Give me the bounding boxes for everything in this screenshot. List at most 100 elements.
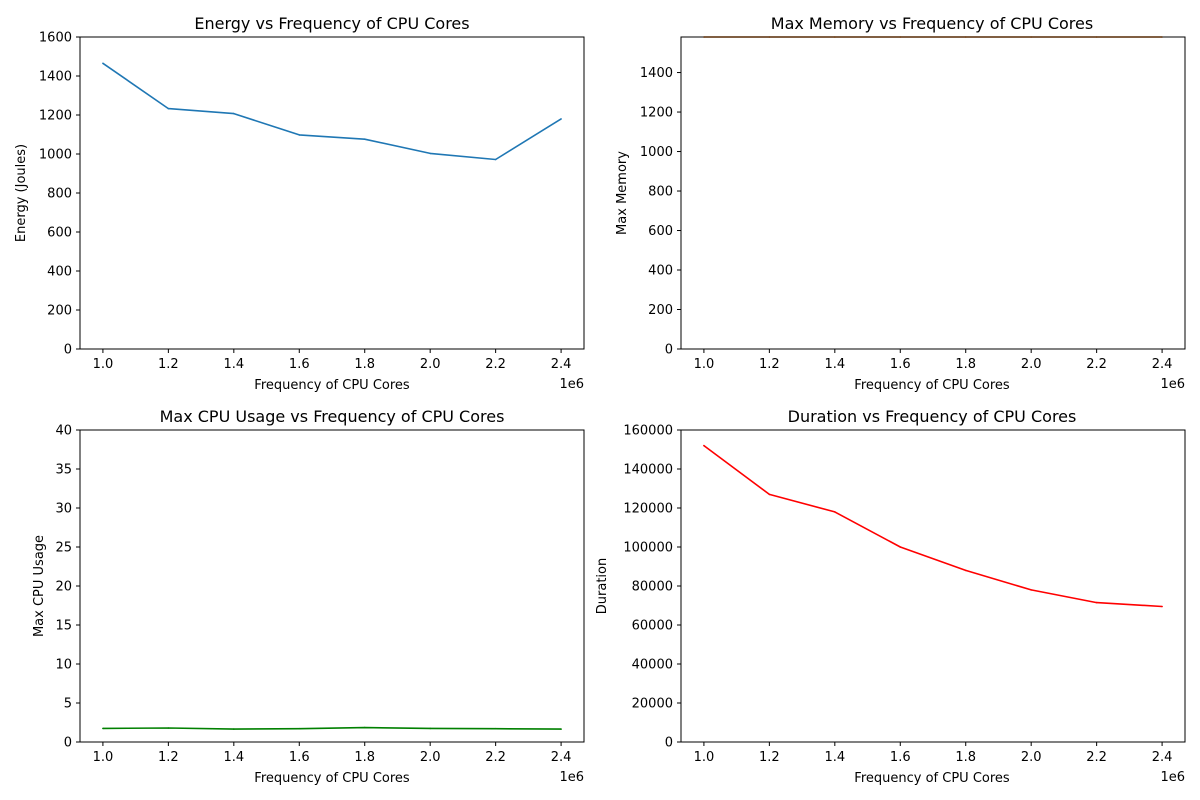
data-point	[363, 726, 366, 729]
subplot-max-cpu-usage: Max CPU Usage vs Frequency of CPU Cores …	[32, 407, 585, 786]
x-tick-label: 1.4	[223, 750, 244, 765]
data-point	[233, 728, 235, 730]
y-tick-label: 5	[64, 697, 72, 712]
y-tick-label: 120000	[623, 502, 673, 517]
x-axis-label: Frequency of CPU Cores	[254, 771, 410, 786]
y-tick-label: 600	[47, 226, 72, 241]
y-axis-label: Max Memory	[615, 151, 630, 235]
x-axis-label: Frequency of CPU Cores	[854, 771, 1010, 786]
x-tick-label: 1.0	[694, 357, 715, 372]
data-point	[899, 546, 902, 548]
x-axis-ticks: 1.0 1.2 1.4 1.6 1.8 2.0 2.2 2.4	[93, 349, 572, 372]
y-axis-ticks: 0 5 10 15 20 25 30 35 40	[55, 424, 80, 751]
subplot-duration: Duration vs Frequency of CPU Cores 1.0 1.…	[595, 407, 1186, 786]
x-tick-label: 1.0	[93, 750, 114, 765]
x-tick-label: 2.4	[551, 750, 572, 765]
data-point	[429, 152, 432, 155]
y-tick-label: 1600	[39, 31, 72, 46]
x-axis-ticks: 1.0 1.2 1.4 1.6 1.8 2.0 2.2 2.4	[694, 349, 1173, 372]
y-tick-label: 800	[47, 187, 72, 202]
y-tick-label: 10	[55, 658, 72, 673]
subplot-title: Max Memory vs Frequency of CPU Cores	[771, 14, 1093, 33]
y-tick-label: 1400	[39, 70, 72, 85]
x-tick-label: 1.2	[158, 750, 179, 765]
y-tick-label: 0	[665, 343, 673, 358]
x-axis-label: Frequency of CPU Cores	[854, 378, 1010, 393]
y-tick-label: 1400	[640, 66, 673, 81]
y-axis-ticks: 0 200 400 600 800 1000 1200 1400 1600	[39, 31, 80, 358]
y-tick-label: 20000	[632, 697, 673, 712]
x-tick-label: 1.4	[824, 357, 845, 372]
plot-area	[102, 726, 562, 730]
series-line	[703, 444, 1163, 608]
axes-frame	[680, 36, 1186, 350]
y-tick-label: 1000	[39, 148, 72, 163]
data-point	[494, 727, 497, 730]
x-axis-offset-text: 1e6	[1160, 377, 1185, 392]
x-tick-label: 2.0	[1021, 750, 1042, 765]
x-axis-offset-text: 1e6	[559, 377, 584, 392]
y-tick-label: 80000	[632, 580, 673, 595]
x-tick-label: 1.8	[354, 750, 375, 765]
x-tick-label: 1.2	[759, 357, 780, 372]
series-line	[102, 62, 562, 161]
x-axis-ticks: 1.0 1.2 1.4 1.6 1.8 2.0 2.2 2.4	[93, 742, 572, 765]
y-axis-label: Duration	[595, 558, 610, 614]
y-axis-label: Energy (Joules)	[14, 144, 29, 242]
data-point	[298, 727, 301, 730]
x-tick-label: 1.6	[289, 357, 310, 372]
data-point	[768, 493, 771, 496]
x-tick-label: 2.2	[485, 750, 506, 765]
data-point	[964, 569, 967, 572]
y-tick-label: 140000	[623, 463, 673, 478]
x-tick-label: 1.8	[955, 357, 976, 372]
y-tick-label: 0	[64, 343, 72, 358]
data-point	[703, 444, 705, 447]
x-tick-label: 1.2	[158, 357, 179, 372]
y-tick-label: 600	[648, 224, 673, 239]
x-axis-offset-text: 1e6	[559, 770, 584, 785]
y-tick-label: 400	[47, 265, 72, 280]
data-point	[429, 727, 432, 730]
x-axis-ticks: 1.0 1.2 1.4 1.6 1.8 2.0 2.2 2.4	[694, 742, 1172, 765]
subplot-title: Max CPU Usage vs Frequency of CPU Cores	[160, 407, 505, 426]
subplot-max-memory: Max Memory vs Frequency of CPU Cores 1.0…	[615, 14, 1186, 393]
x-tick-label: 1.0	[93, 357, 114, 372]
y-tick-label: 60000	[632, 619, 673, 634]
plot-area	[102, 62, 562, 161]
data-point	[102, 62, 104, 65]
y-tick-label: 160000	[623, 424, 673, 439]
y-axis-ticks: 0 200 400 600 800 1000 1200 1400	[640, 66, 681, 358]
x-tick-label: 1.6	[890, 750, 911, 765]
y-tick-label: 0	[64, 736, 72, 751]
y-tick-label: 1200	[640, 106, 673, 121]
data-point	[1095, 601, 1098, 604]
x-tick-label: 2.2	[1086, 357, 1107, 372]
x-tick-label: 2.2	[485, 357, 506, 372]
y-tick-label: 20	[55, 580, 72, 595]
x-tick-label: 1.4	[223, 357, 244, 372]
subplot-title: Duration vs Frequency of CPU Cores	[788, 407, 1077, 426]
x-tick-label: 2.4	[1152, 357, 1173, 372]
x-tick-label: 1.8	[354, 357, 375, 372]
data-point	[298, 134, 301, 136]
y-tick-label: 30	[55, 502, 72, 517]
data-point	[167, 727, 170, 729]
subplot-title: Energy vs Frequency of CPU Cores	[194, 14, 469, 33]
x-tick-label: 2.4	[551, 357, 572, 372]
data-point	[560, 118, 562, 120]
data-point	[1030, 589, 1032, 591]
y-axis-label: Max CPU Usage	[32, 535, 47, 637]
x-tick-label: 2.2	[1086, 750, 1107, 765]
y-tick-label: 15	[55, 619, 72, 634]
data-point	[1161, 605, 1163, 608]
data-point	[363, 138, 366, 140]
y-tick-label: 40000	[632, 658, 673, 673]
y-tick-label: 200	[648, 303, 673, 318]
x-tick-label: 1.6	[890, 357, 911, 372]
x-tick-label: 2.0	[420, 750, 441, 765]
x-tick-label: 1.6	[289, 750, 310, 765]
data-point	[834, 511, 836, 513]
